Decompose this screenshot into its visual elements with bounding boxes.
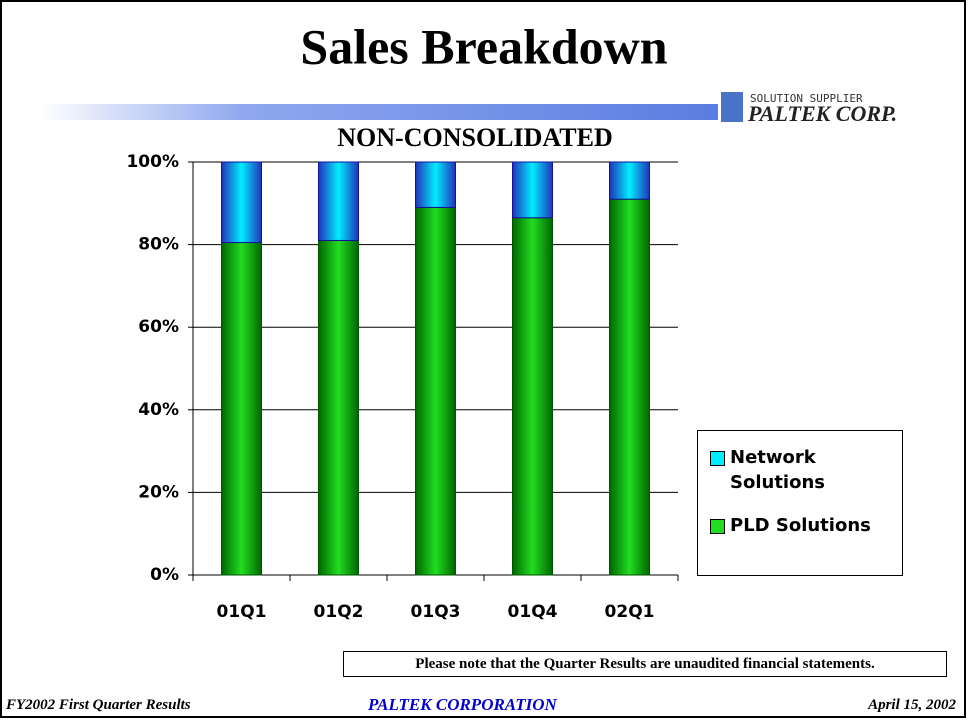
bar-segment [512,161,553,219]
title-rule [40,104,718,120]
bar-segment [318,239,359,576]
x-tick-label: 01Q4 [508,602,558,622]
y-tick-label: 20% [138,482,179,502]
note: Please note that the Quarter Results are… [343,651,947,677]
bar-segment [415,206,456,576]
slide-title: Sales Breakdown [300,18,667,74]
footer-right: April 15, 2002 [868,697,956,713]
legend-swatch [710,451,725,466]
y-tick-label: 100% [126,152,179,172]
legend-label: PLD Solutions [730,515,871,536]
bar-segment [221,242,262,576]
legend-item: Network Solutions [710,445,892,495]
legend-item: PLD Solutions [710,513,892,538]
bar-segment [512,217,553,576]
logo-tagline: SOLUTION SUPPLIER [750,92,863,105]
footer-left: FY2002 First Quarter Results [6,697,191,713]
bar-segment [221,161,262,244]
legend-label: Network Solutions [730,447,825,493]
x-tick-label: 01Q2 [314,602,364,622]
x-tick-label: 01Q3 [411,602,461,622]
legend: Network Solutions PLD Solutions [697,430,903,576]
chart-title: NON-CONSOLIDATED [337,123,612,152]
y-tick-label: 40% [138,400,179,420]
footer-center: PALTEK CORPORATION [368,695,557,714]
logo-name: PALTEK CORP. [747,101,897,126]
bar-segment [609,161,650,200]
bar-segment [415,161,456,208]
y-tick-label: 60% [138,317,179,337]
x-tick-label: 01Q1 [217,602,267,622]
y-tick-label: 80% [138,235,179,255]
logo-icon [721,92,743,122]
x-tick-label: 02Q1 [605,602,655,622]
legend-swatch [710,519,725,534]
y-tick-label: 0% [150,565,179,585]
bar-segment [318,161,359,241]
bar-segment [609,198,650,576]
